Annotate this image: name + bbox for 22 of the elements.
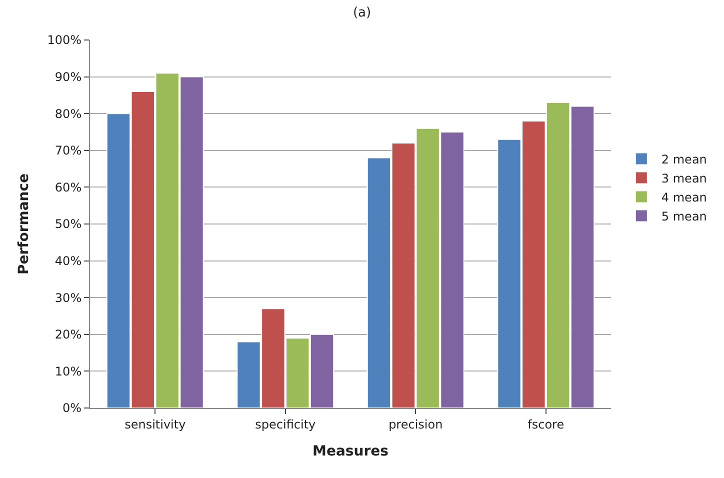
legend-label: 2 mean xyxy=(661,152,707,166)
legend-label: 4 mean xyxy=(661,190,707,204)
legend-label: 3 mean xyxy=(661,171,707,186)
legend-label: 5 mean xyxy=(661,209,707,224)
y-tick-label: 10% xyxy=(54,364,82,378)
x-tick-label: sensitivity xyxy=(124,417,186,432)
x-axis-title: Measures xyxy=(312,444,388,460)
x-tick-label: precision xyxy=(388,417,443,432)
y-tick-label: 100% xyxy=(47,33,82,48)
x-tick-label: specificity xyxy=(255,417,316,432)
chart-title: (a) xyxy=(352,5,372,20)
y-tick-label: 20% xyxy=(54,328,82,342)
y-tick-label: 30% xyxy=(54,290,82,305)
y-tick-label: 60% xyxy=(54,180,82,194)
y-tick-label: 40% xyxy=(54,254,82,268)
y-tick-label: 0% xyxy=(62,401,82,416)
x-tick-label: fscore xyxy=(528,417,564,432)
y-tick-label: 50% xyxy=(54,217,82,232)
y-tick-label: 90% xyxy=(54,70,82,84)
y-axis-title: Performance xyxy=(16,173,32,275)
y-tick-label: 70% xyxy=(54,144,82,158)
y-tick-label: 80% xyxy=(54,106,82,121)
